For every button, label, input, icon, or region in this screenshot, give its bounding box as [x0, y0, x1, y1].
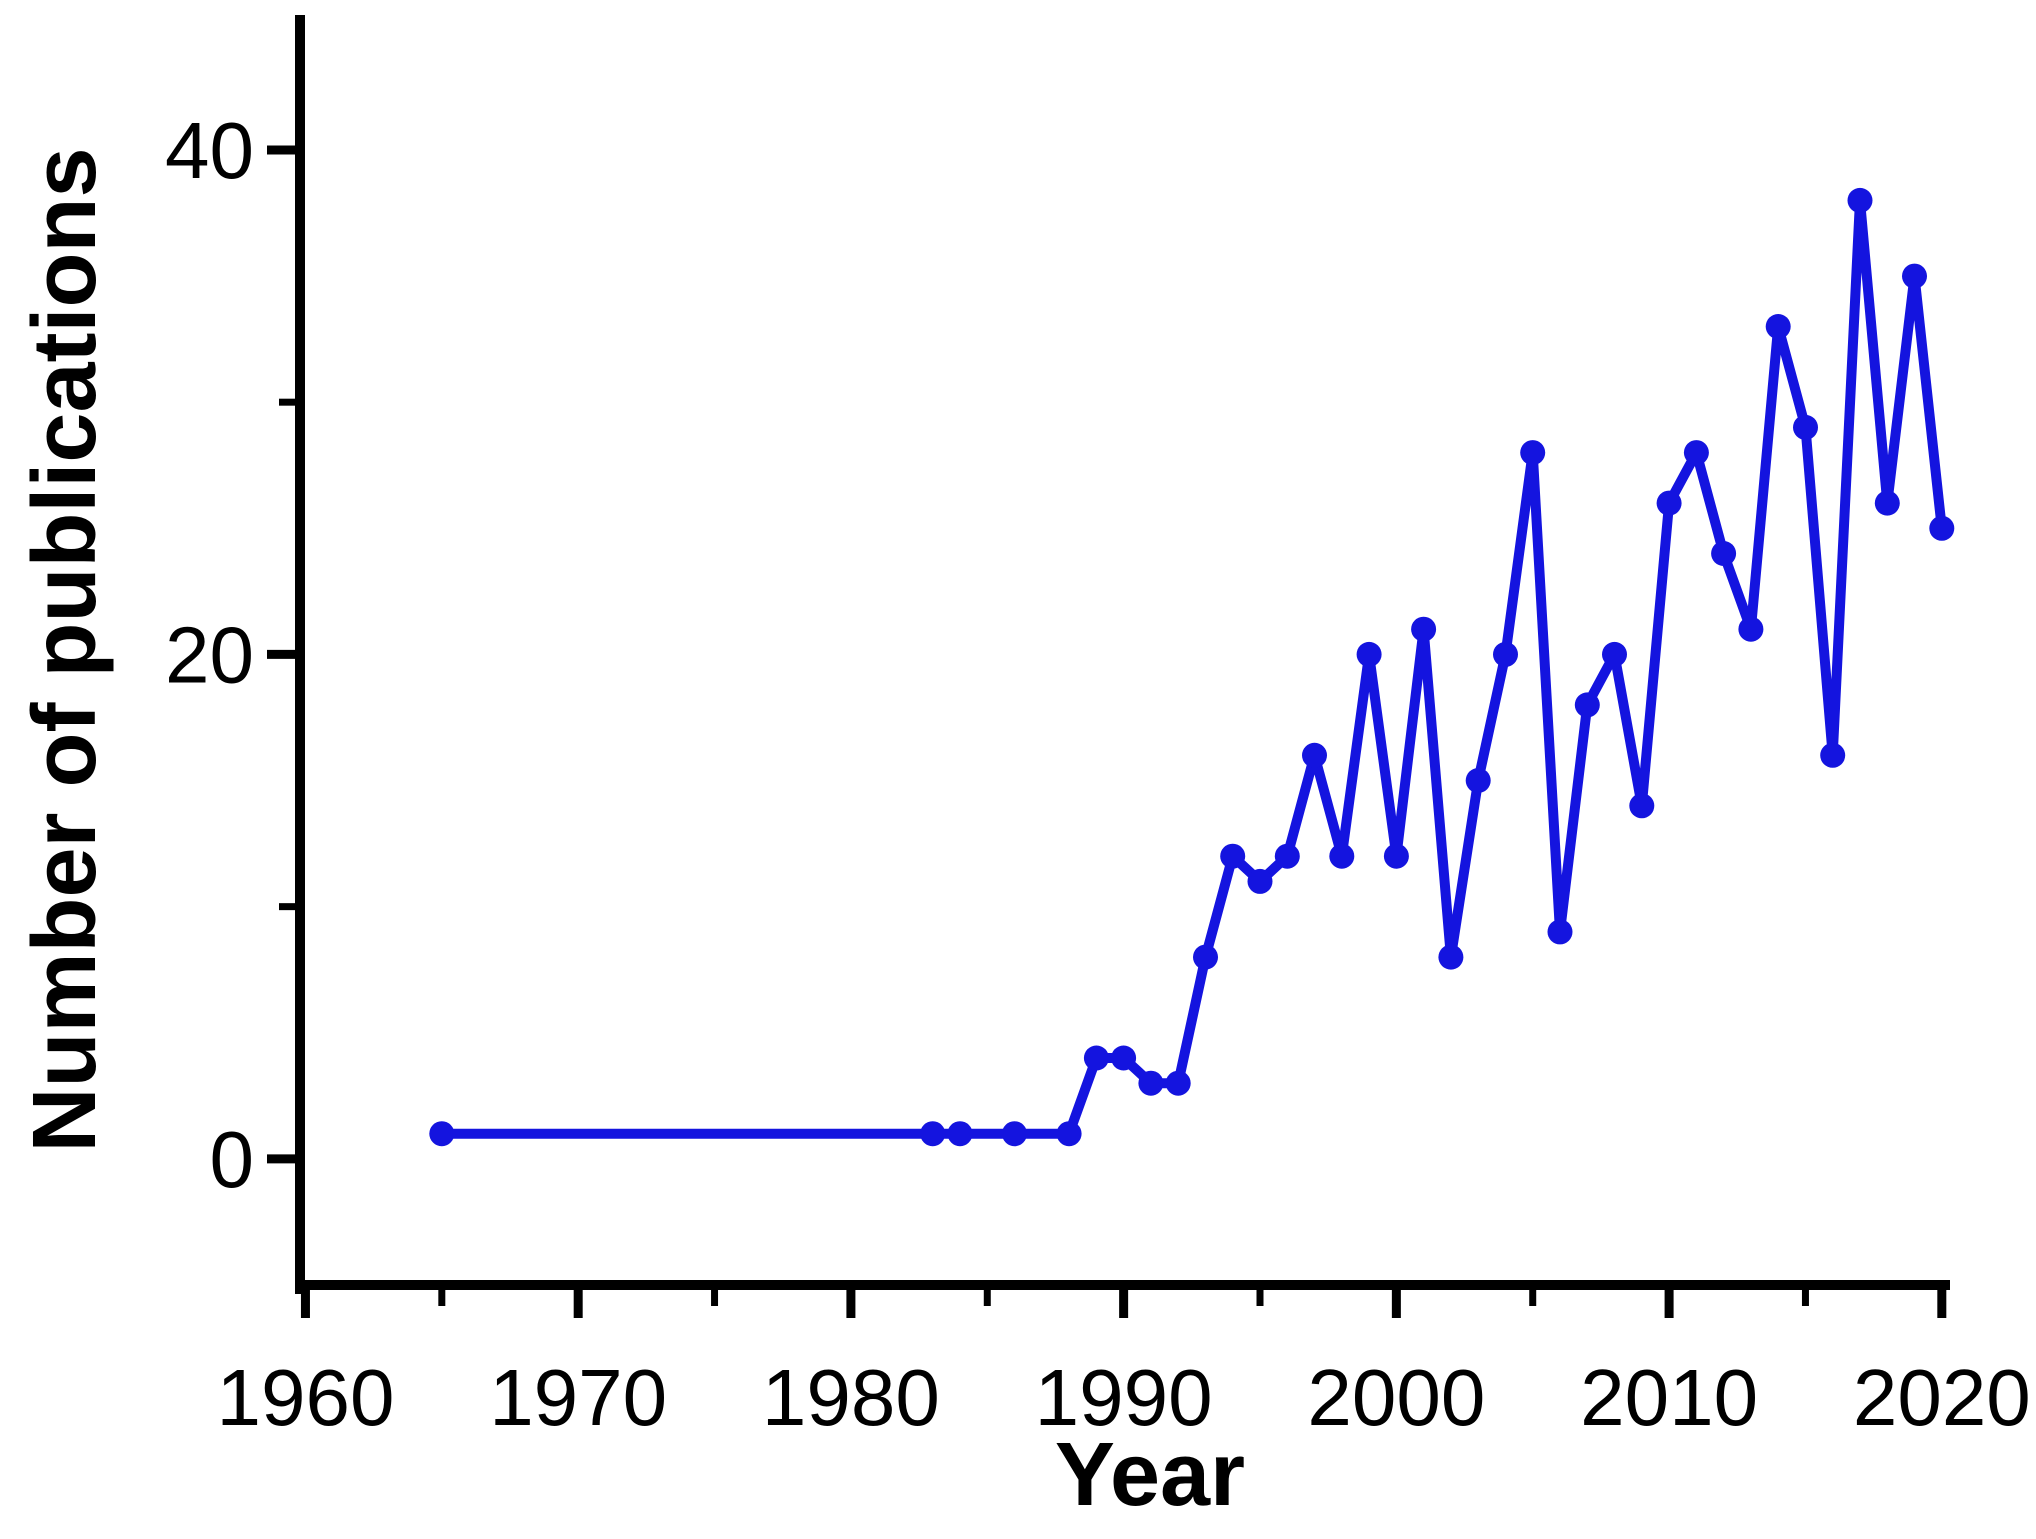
data-point: [1056, 1121, 1082, 1147]
data-point: [1247, 868, 1273, 894]
data-point: [1165, 1070, 1191, 1096]
x-tick-label: 2010: [1580, 1353, 1758, 1442]
y-tick-label: 40: [165, 106, 254, 195]
y-axis-title: Number of publications: [15, 147, 115, 1152]
data-point: [1083, 1045, 1109, 1071]
data-point: [1111, 1045, 1137, 1071]
data-point: [1274, 843, 1300, 869]
data-point: [1738, 616, 1764, 642]
data-point: [1765, 314, 1791, 339]
axis-tick-labels: 1960 1970 1980 1990 2000 2010 2020 0 20 40: [165, 106, 2031, 1442]
data-point: [1465, 768, 1491, 793]
axes-spines: [295, 15, 1950, 1294]
data-point: [1929, 515, 1955, 541]
x-tick-label: 1980: [762, 1353, 940, 1442]
data-point: [1520, 440, 1546, 466]
line-series: [429, 187, 1955, 1147]
data-point: [920, 1121, 946, 1147]
data-point: [1711, 541, 1737, 566]
data-point: [1383, 843, 1409, 869]
x-tick-label: 1990: [1035, 1353, 1213, 1442]
x-tick-label: 1970: [489, 1353, 667, 1442]
data-point: [1193, 944, 1218, 970]
y-tick-label: 20: [165, 610, 254, 699]
data-point: [1547, 919, 1573, 945]
data-point: [1602, 641, 1627, 667]
data-point: [1356, 641, 1382, 667]
data-point: [1220, 843, 1246, 869]
series-line: [436, 195, 1947, 1139]
data-point: [1874, 490, 1900, 516]
data-point: [1138, 1070, 1164, 1096]
data-point: [1574, 692, 1600, 718]
data-point: [1902, 263, 1927, 289]
data-point: [1302, 742, 1327, 768]
data-point: [1683, 440, 1709, 466]
data-point: [1820, 742, 1846, 768]
x-tick-label: 2020: [1853, 1353, 2031, 1442]
x-tick-label: 2000: [1307, 1353, 1485, 1442]
data-point: [1002, 1121, 1027, 1147]
data-point: [1629, 793, 1655, 819]
data-point: [1493, 641, 1518, 667]
data-point: [1329, 843, 1355, 869]
data-point: [429, 1121, 455, 1147]
data-point: [1411, 616, 1437, 642]
x-axis-title: Year: [1055, 1425, 1245, 1525]
data-point: [947, 1121, 973, 1147]
axis-ticks: [267, 145, 1947, 1318]
data-point: [1438, 944, 1464, 970]
data-point: [1847, 187, 1873, 213]
data-point: [1656, 490, 1682, 516]
data-point: [1793, 414, 1818, 440]
y-tick-label: 0: [210, 1115, 255, 1204]
x-tick-label: 1960: [216, 1353, 394, 1442]
